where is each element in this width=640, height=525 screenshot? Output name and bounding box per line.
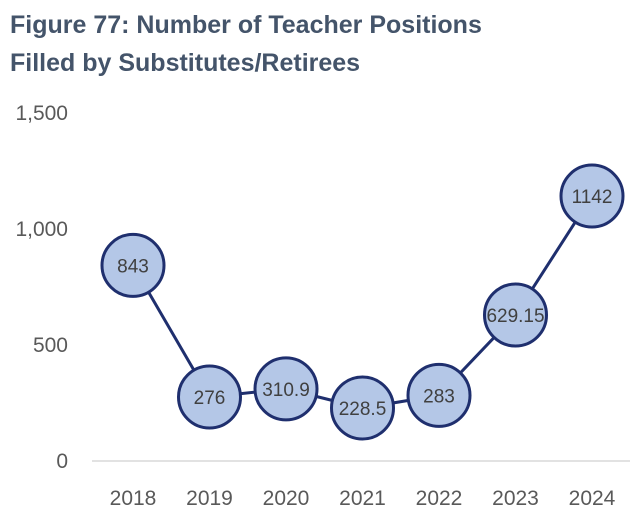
y-tick-label: 500 xyxy=(33,334,68,357)
y-tick-label: 1,000 xyxy=(15,218,68,241)
x-tick-label: 2018 xyxy=(110,487,157,510)
y-tick-label: 0 xyxy=(56,450,68,473)
data-point-marker xyxy=(100,232,166,298)
x-tick-label: 2019 xyxy=(186,487,233,510)
data-label: 276 xyxy=(194,388,226,409)
x-tick-label: 2023 xyxy=(492,487,539,510)
data-point-marker xyxy=(483,282,548,348)
data-label: 629.15 xyxy=(486,306,544,327)
data-point-marker xyxy=(559,163,625,229)
y-tick-label: 1,500 xyxy=(15,102,68,125)
data-label: 310.9 xyxy=(262,380,310,401)
data-point-marker xyxy=(330,375,395,441)
data-label: 228.5 xyxy=(339,399,387,420)
chart-title-line-1: Figure 77: Number of Teacher Positions xyxy=(10,11,482,39)
chart-title-line-2: Filled by Substitutes/Retirees xyxy=(10,49,361,77)
data-point-marker xyxy=(406,362,472,428)
x-tick-label: 2024 xyxy=(569,487,616,510)
chart-title: Figure 77: Number of Teacher Positions F… xyxy=(10,6,630,82)
x-tick-label: 2022 xyxy=(416,487,463,510)
data-label: 1142 xyxy=(572,187,613,208)
x-tick-label: 2020 xyxy=(263,487,310,510)
data-point-marker xyxy=(177,364,242,430)
x-tick-label: 2021 xyxy=(339,487,386,510)
data-label: 843 xyxy=(117,256,149,277)
data-label: 283 xyxy=(423,386,455,407)
data-point-marker xyxy=(253,356,319,422)
